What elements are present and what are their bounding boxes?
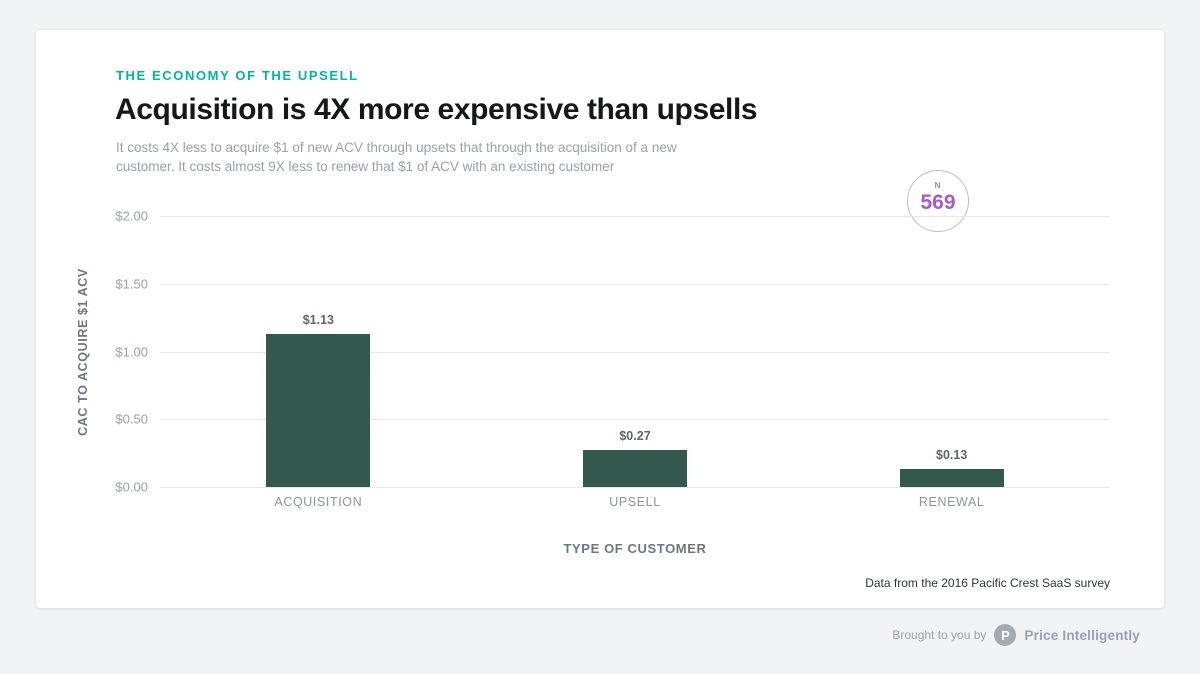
page-title: Acquisition is 4X more expensive than up…	[115, 93, 758, 126]
brought-to-you-by-label: Brought to you by	[892, 628, 987, 642]
bar-value-label: $0.27	[619, 429, 651, 444]
subtitle-line-1: It costs 4X less to acquire $1 of new AC…	[116, 140, 677, 155]
sample-size-label: N	[934, 181, 942, 190]
y-axis-title: CAC TO ACQUIRE $1 ACV	[76, 268, 90, 436]
bar-value-label: $1.13	[302, 312, 334, 327]
brand-name: Price Intelligently	[1024, 627, 1140, 643]
data-source-note: Data from the 2016 Pacific Crest SaaS su…	[865, 576, 1110, 590]
price-intelligently-logo-icon: P	[994, 624, 1017, 646]
sample-size-value: 569	[920, 191, 956, 214]
chart-card: THE ECONOMY OF THE UPSELL Acquisition is…	[36, 30, 1164, 608]
bar-renewal	[899, 469, 1004, 487]
gridline	[160, 487, 1110, 488]
x-category-label: RENEWAL	[918, 495, 985, 509]
sample-size-badge: N 569	[907, 170, 969, 232]
footer-attribution: Brought to you by P Price Intelligently	[892, 624, 1140, 646]
y-tick-label: $1.00	[115, 344, 148, 359]
y-tick-label: $2.00	[115, 208, 148, 224]
bar-acquisition	[266, 333, 371, 487]
eyebrow-label: THE ECONOMY OF THE UPSELL	[116, 68, 359, 83]
bar-chart-plot-area: $2.00 $1.50 $1.00 $0.50 $0.00 $1.13 ACQUISITIO…	[115, 209, 1110, 509]
x-axis-title: TYPE OF CUSTOMER	[563, 541, 707, 556]
subtitle-line-2: customer. It costs almost 9X less to ren…	[116, 158, 615, 174]
bar-upsell	[583, 450, 687, 487]
gridline	[160, 283, 1110, 285]
subtitle: It costs 4X less to acquire $1 of new AC…	[116, 139, 677, 177]
bar-value-label: $0.13	[936, 448, 968, 463]
y-tick-label: $0.50	[115, 411, 148, 427]
gridline	[160, 216, 1110, 217]
x-category-label: UPSELL	[609, 495, 661, 509]
x-category-label: ACQUISITION	[274, 495, 363, 509]
y-tick-label: $1.50	[115, 276, 148, 292]
gridline	[160, 351, 1110, 353]
y-tick-label: $0.00	[115, 479, 148, 495]
gridline	[160, 419, 1110, 421]
